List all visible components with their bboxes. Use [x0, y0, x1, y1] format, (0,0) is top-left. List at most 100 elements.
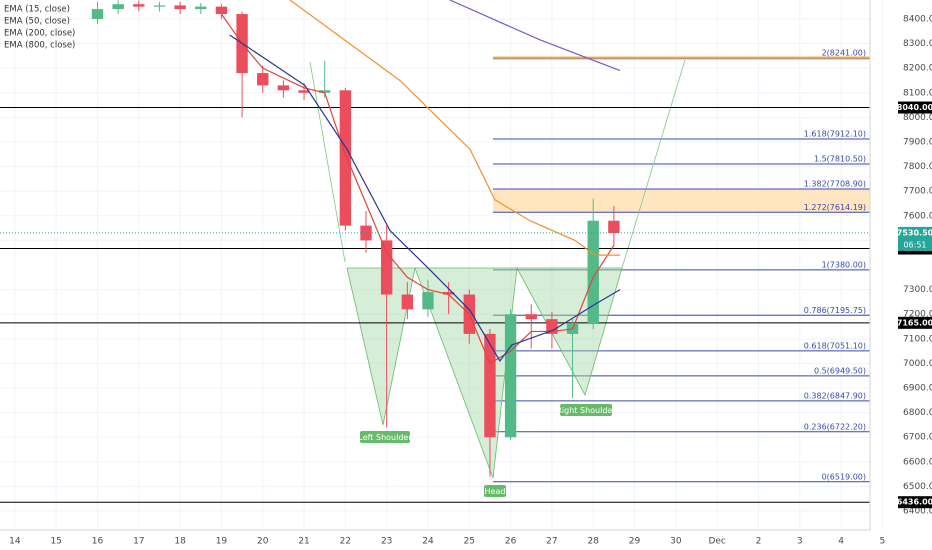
level-label: 8040.00	[897, 103, 932, 112]
x-tick-label: 17	[133, 537, 144, 547]
candle-body	[174, 5, 186, 10]
fib-label: 0.618(7051.10)	[804, 341, 866, 350]
x-tick-label: 30	[670, 537, 682, 547]
x-tick-label: 18	[174, 537, 186, 547]
fib-label: 1.618(7912.10)	[804, 129, 866, 138]
fib-label: 1.382(7708.90)	[804, 179, 866, 188]
candle-body	[298, 90, 310, 93]
x-tick-label: 29	[629, 537, 641, 547]
level-label: 7165.00	[897, 318, 932, 327]
y-tick-label: 6500.00	[903, 482, 932, 492]
annotation-box	[360, 431, 410, 443]
level-tag	[898, 316, 932, 329]
x-tick-label: 19	[216, 537, 228, 547]
candle-body	[112, 4, 124, 10]
candle-body	[195, 6, 207, 10]
y-tick-label: 8000.00	[903, 113, 932, 123]
x-tick-label: 28	[587, 537, 599, 547]
x-tick-label: 4	[838, 537, 844, 547]
candle-body	[133, 4, 145, 7]
candle-body	[153, 5, 166, 7]
fib-label: 1.272(7614.19)	[804, 203, 866, 212]
countdown-label: 06:51	[903, 240, 926, 249]
candle-body	[319, 90, 331, 93]
fib-label: 2(8241.00)	[822, 49, 866, 58]
x-tick-label: 20	[257, 537, 269, 547]
candle-body	[484, 333, 496, 438]
legend-entry: EMA (800, close)	[4, 41, 75, 51]
candle-body	[546, 319, 558, 334]
annotation: Head	[485, 487, 506, 496]
x-tick-label: 24	[422, 537, 434, 547]
x-tick-label: 21	[298, 537, 309, 547]
x-tick-label: 27	[546, 537, 557, 547]
y-tick-label: 8100.00	[903, 88, 932, 98]
legend-entry: EMA (15, close)	[4, 5, 70, 15]
candle-body	[401, 294, 414, 310]
candle-body	[277, 85, 290, 91]
x-tick-label: 14	[9, 537, 21, 547]
y-tick-label: 8400.00	[903, 14, 932, 24]
fib-label: 0.5(6949.50)	[814, 366, 866, 375]
x-tick-label: 26	[505, 537, 517, 547]
y-tick-label: 7100.00	[903, 334, 932, 344]
candle-body	[525, 314, 537, 320]
fib-label: 0.382(6847.90)	[804, 391, 866, 400]
ema-line	[229, 34, 621, 363]
x-tick-label: Dec	[708, 537, 725, 547]
ema-line	[289, 0, 621, 256]
x-tick-label: 3	[797, 537, 803, 547]
projection-line	[621, 59, 686, 269]
y-tick-label: 7300.00	[903, 285, 932, 295]
annotation-box	[560, 404, 612, 416]
projection-line	[309, 61, 346, 263]
y-tick-label: 7600.00	[903, 211, 932, 221]
candle-body	[442, 292, 455, 295]
candle-body	[215, 6, 228, 15]
annotation-box	[484, 485, 506, 497]
x-tick-label: 2	[756, 537, 762, 547]
level-tag	[898, 496, 932, 509]
x-tick-label: 16	[92, 537, 104, 547]
ema-line	[220, 13, 615, 365]
y-tick-label: 6400.00	[903, 507, 932, 517]
candle-body	[257, 73, 269, 86]
y-tick-label: 6800.00	[903, 408, 932, 418]
y-tick-label: 7800.00	[903, 162, 932, 172]
y-tick-label: 7900.00	[903, 137, 932, 147]
candle-body	[587, 220, 599, 325]
fib-label: 0(6519.00)	[822, 472, 866, 481]
y-tick-label: 8300.00	[903, 39, 932, 49]
x-tick-label: 5	[880, 537, 886, 547]
candle-body	[91, 9, 104, 19]
level-tag	[898, 101, 932, 114]
fib-label: 1.5(7810.50)	[814, 154, 866, 163]
x-tick-label: 25	[464, 537, 475, 547]
x-tick-label: 23	[381, 537, 392, 547]
y-tick-label: 8200.00	[903, 64, 932, 74]
y-tick-label: 6700.00	[903, 433, 932, 443]
annotation: Left Shoulder	[358, 433, 412, 442]
current-price-tag	[898, 226, 932, 251]
candle-body	[422, 292, 434, 310]
candle-body	[608, 220, 620, 234]
y-tick-label: 6600.00	[903, 457, 932, 467]
fib-label: 0.786(7195.75)	[804, 306, 866, 315]
y-tick-label: 7700.00	[903, 187, 932, 197]
current-price-label: 7530.50	[897, 228, 932, 237]
y-tick-label: 6900.00	[903, 384, 932, 394]
legend-entry: EMA (50, close)	[4, 17, 70, 27]
fib-label: 1(7380.00)	[822, 260, 866, 269]
x-tick-label: 22	[340, 537, 351, 547]
x-tick-label: 15	[50, 537, 61, 547]
y-tick-label: 7200.00	[903, 310, 932, 320]
candle-body	[380, 240, 393, 295]
annotation: Right Shoulder	[556, 406, 616, 415]
legend-entry: EMA (200, close)	[4, 29, 75, 39]
fib-zone	[493, 188, 870, 213]
ema-line	[449, 0, 621, 72]
candle-body	[339, 90, 352, 226]
y-tick-label: 7000.00	[903, 359, 932, 369]
